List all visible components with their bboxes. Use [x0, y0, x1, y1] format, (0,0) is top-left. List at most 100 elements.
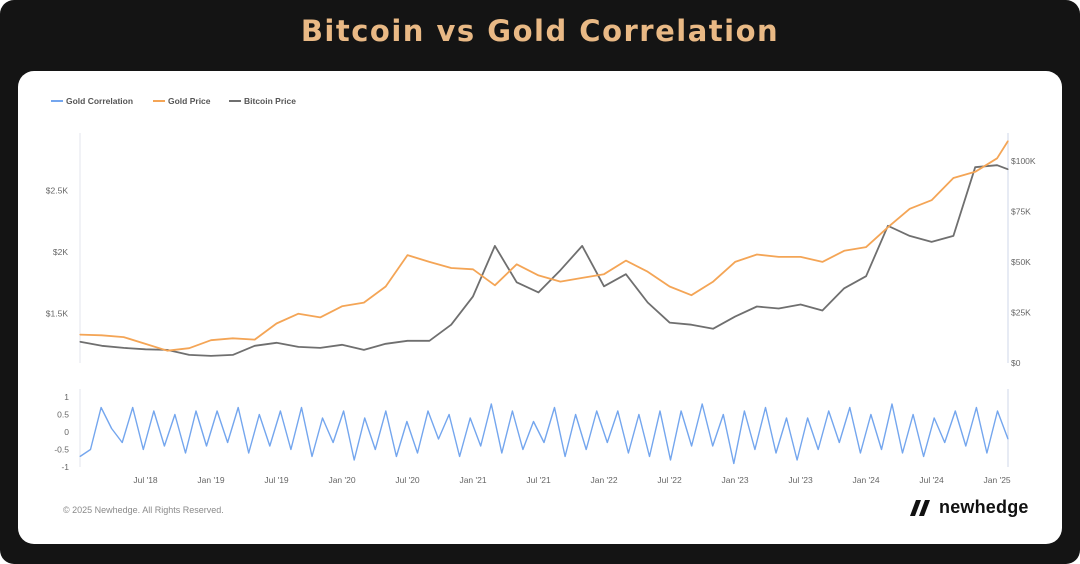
gold-price-line-point — [1007, 140, 1009, 142]
bitcoin-price-line-point — [79, 341, 81, 343]
bitcoin-price-line-point — [516, 281, 518, 283]
x-tick-label: Jan '22 — [590, 475, 617, 485]
y-right-tick-label: $25K — [1011, 308, 1031, 318]
gold-price-line-point — [952, 177, 955, 179]
gold-price-line-point — [297, 313, 299, 315]
gold-correlation-point — [332, 442, 334, 443]
gold-correlation-point — [522, 449, 524, 450]
gold-correlation-point — [638, 414, 640, 415]
gold-correlation-point — [216, 410, 218, 412]
bitcoin-price-line-point — [1007, 168, 1009, 170]
gold-correlation-point — [417, 452, 418, 454]
gold-correlation-point — [459, 456, 461, 457]
bitcoin-price-line-point — [734, 316, 736, 318]
gold-correlation-point — [786, 417, 787, 419]
gold-correlation-point — [933, 417, 935, 419]
corr-tick-label: 0 — [64, 427, 69, 437]
gold-correlation-point — [954, 410, 956, 412]
bitcoin-price-line-point — [952, 235, 955, 237]
x-tick-label: Jan '20 — [328, 475, 355, 485]
gold-price-line-point — [188, 347, 190, 349]
newhedge-logo-icon — [910, 499, 930, 516]
x-tick-label: Jul '20 — [395, 475, 420, 485]
copyright-text: © 2025 Newhedge. All Rights Reserved. — [63, 505, 224, 515]
gold-correlation-point — [891, 403, 893, 405]
gold-correlation-point — [712, 445, 714, 447]
gold-price-line-point — [559, 281, 562, 283]
corr-tick-label: -1 — [61, 462, 69, 472]
gold-price-line-point — [690, 294, 693, 296]
legend-label: Gold Price — [168, 96, 211, 106]
gold-correlation-point — [807, 417, 809, 419]
gold-correlation-point — [374, 449, 376, 450]
bitcoin-price-line-point — [210, 355, 212, 357]
gold-correlation-point — [975, 407, 977, 408]
gold-price-line-point — [232, 337, 234, 339]
bitcoin-price-line-point — [974, 166, 976, 168]
gold-correlation-point — [206, 445, 207, 447]
gold-correlation-point — [185, 452, 186, 454]
gold-price-line-point — [363, 302, 365, 304]
legend-label: Gold Correlation — [66, 96, 133, 106]
x-tick-label: Jul '23 — [788, 475, 813, 485]
gold-correlation-point — [153, 410, 155, 412]
x-tick-label: Jan '23 — [721, 475, 748, 485]
gold-price-line-point — [581, 277, 583, 279]
chart-card: Gold Correlation Gold Price Bitcoin Price $… — [18, 71, 1062, 544]
x-tick-label: Jan '24 — [852, 475, 879, 485]
gold-correlation-point — [343, 410, 345, 412]
gold-price-line-point — [428, 261, 430, 263]
gold-correlation-point — [796, 459, 798, 461]
gold-price-line-point — [254, 339, 256, 341]
bitcoin-price-line-point — [144, 348, 147, 350]
corr-tick-label: -0.5 — [54, 445, 69, 455]
gold-correlation-point — [543, 442, 545, 443]
bitcoin-price-line-point — [406, 340, 409, 342]
bitcoin-price-line-point — [188, 354, 190, 356]
bitcoin-price-line-point — [101, 345, 103, 347]
gold-correlation-point — [1007, 438, 1009, 440]
y-left-tick-label: $2.5K — [46, 185, 69, 195]
gold-price-line-point — [756, 253, 758, 256]
gold-correlation-point — [817, 449, 819, 450]
x-tick-label: Jan '19 — [197, 475, 224, 485]
bitcoin-price-line-point — [690, 324, 693, 326]
gold-correlation-point — [670, 459, 671, 461]
gold-correlation-point — [438, 438, 439, 440]
gold-price-line-point — [603, 273, 605, 275]
y-right-tick-label: $100K — [1011, 156, 1036, 166]
gold-price-line-point — [385, 285, 387, 288]
gold-correlation-point — [828, 410, 830, 412]
gold-price-line-point — [712, 281, 714, 283]
gold-correlation-point — [385, 410, 387, 412]
gold-price-line-point — [275, 322, 278, 325]
gold-price-line-point — [931, 199, 933, 201]
gold-price-line-point — [472, 268, 474, 270]
gold-correlation-point — [775, 452, 777, 454]
gold-correlation-point — [743, 410, 745, 412]
bitcoin-price-line-point — [603, 285, 605, 287]
gold-correlation-point — [944, 442, 946, 443]
gold-correlation-point — [733, 463, 735, 464]
gold-correlation-point — [490, 403, 492, 405]
gold-price-line-point — [494, 284, 496, 286]
gold-price-line-point — [887, 226, 889, 228]
gold-price-line-point — [144, 343, 147, 345]
x-tick-label: Jul '22 — [657, 475, 682, 485]
gold-correlation-point — [585, 449, 587, 450]
bitcoin-price-line-point — [559, 269, 562, 271]
gold-price-line-point — [210, 339, 212, 341]
gold-correlation-point — [237, 407, 239, 408]
bitcoin-price-line-point — [385, 343, 387, 345]
bitcoin-price-line-point — [756, 305, 758, 308]
gold-correlation-point — [163, 445, 165, 447]
gold-price-line-point — [843, 250, 845, 252]
bitcoin-price-line-point — [996, 164, 998, 166]
gold-price-line-point — [821, 261, 824, 263]
bitcoin-price-line-point — [581, 245, 583, 247]
gold-correlation-point — [511, 410, 513, 412]
bitcoin-price-line-point — [821, 309, 824, 312]
bitcoin-price-line-point — [712, 328, 714, 330]
gold-correlation-point — [849, 407, 851, 408]
